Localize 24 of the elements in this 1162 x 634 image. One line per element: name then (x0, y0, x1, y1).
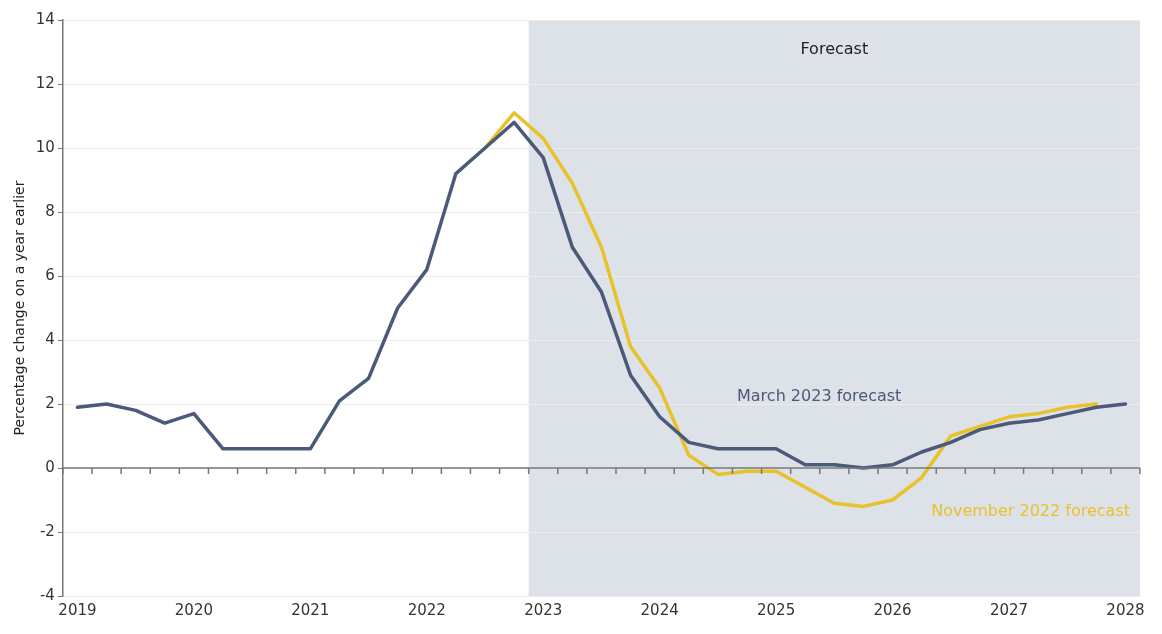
y-axis-title: Percentage change on a year earlier (11, 180, 28, 436)
y-tick-label: 6 (45, 265, 55, 284)
band-label: Forecast (800, 39, 869, 59)
text: March 2023 forecast (737, 385, 902, 405)
x-tick-label: 2025 (757, 601, 796, 620)
x-tick-label: 2023 (524, 601, 563, 620)
x-tick-label: 2026 (873, 601, 912, 620)
y-tick-label: 4 (45, 329, 55, 348)
x-tick-label: 2020 (174, 601, 213, 620)
x-tick-label: 2019 (58, 601, 97, 620)
y-tick-label: 8 (45, 201, 55, 220)
x-tick-label: 2022 (407, 601, 446, 620)
x-tick-label: 2027 (989, 601, 1029, 620)
y-tick-label: 2 (45, 393, 55, 412)
y-tick-label: 0 (45, 457, 55, 476)
series-label: November 2022 forecast (931, 501, 1130, 521)
y-tick-label: 10 (35, 137, 55, 156)
y-tick-label: -2 (39, 521, 55, 540)
x-tick-label: 2024 (640, 601, 679, 620)
y-tick-label: 14 (35, 9, 55, 28)
y-tick-label: 12 (35, 73, 55, 92)
x-tick-label: 2021 (291, 601, 330, 620)
x-tick-label: 2028 (1106, 601, 1145, 620)
y-tick-label: -4 (39, 585, 55, 604)
